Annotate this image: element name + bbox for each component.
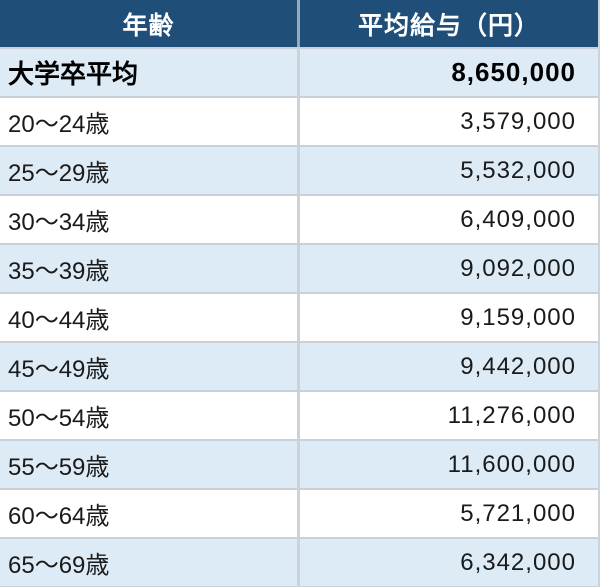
- salary-cell: 9,092,000: [460, 254, 576, 282]
- salary-cell: 6,409,000: [460, 205, 576, 233]
- header-row: 年齢 平均給与（円）: [0, 0, 598, 49]
- table-row: 30〜34歳 6,409,000: [0, 196, 598, 245]
- salary-cell: 3,579,000: [460, 107, 576, 135]
- age-cell: 35〜39歳: [0, 245, 300, 292]
- age-cell: 40〜44歳: [0, 294, 300, 341]
- table-row: 40〜44歳 9,159,000: [0, 294, 598, 343]
- salary-cell: 11,276,000: [447, 401, 576, 429]
- salary-cell: 9,442,000: [460, 352, 576, 380]
- age-cell: 50〜54歳: [0, 392, 300, 439]
- age-cell: 45〜49歳: [0, 343, 300, 390]
- table-row: 60〜64歳 5,721,000: [0, 490, 598, 539]
- age-cell: 大学卒平均: [0, 49, 300, 96]
- salary-cell: 5,721,000: [460, 499, 576, 527]
- age-cell: 60〜64歳: [0, 490, 300, 537]
- salary-cell: 9,159,000: [460, 303, 576, 331]
- age-cell: 20〜24歳: [0, 98, 300, 145]
- table-row: 20〜24歳 3,579,000: [0, 98, 598, 147]
- table-row: 大学卒平均 8,650,000: [0, 49, 598, 98]
- table-row: 45〜49歳 9,442,000: [0, 343, 598, 392]
- age-cell: 65〜69歳: [0, 539, 300, 586]
- age-cell: 30〜34歳: [0, 196, 300, 243]
- table-row: 65〜69歳 6,342,000: [0, 539, 598, 587]
- salary-cell: 11,600,000: [447, 450, 576, 478]
- salary-cell: 5,532,000: [460, 156, 576, 184]
- age-cell: 55〜59歳: [0, 441, 300, 488]
- salary-cell: 6,342,000: [460, 548, 576, 576]
- age-cell: 25〜29歳: [0, 147, 300, 194]
- table-row: 25〜29歳 5,532,000: [0, 147, 598, 196]
- table-row: 35〜39歳 9,092,000: [0, 245, 598, 294]
- salary-cell: 8,650,000: [451, 57, 576, 87]
- header-cell-age: 年齢: [0, 0, 300, 47]
- table-row: 50〜54歳 11,276,000: [0, 392, 598, 441]
- header-cell-salary: 平均給与（円）: [357, 11, 540, 40]
- table-row: 55〜59歳 11,600,000: [0, 441, 598, 490]
